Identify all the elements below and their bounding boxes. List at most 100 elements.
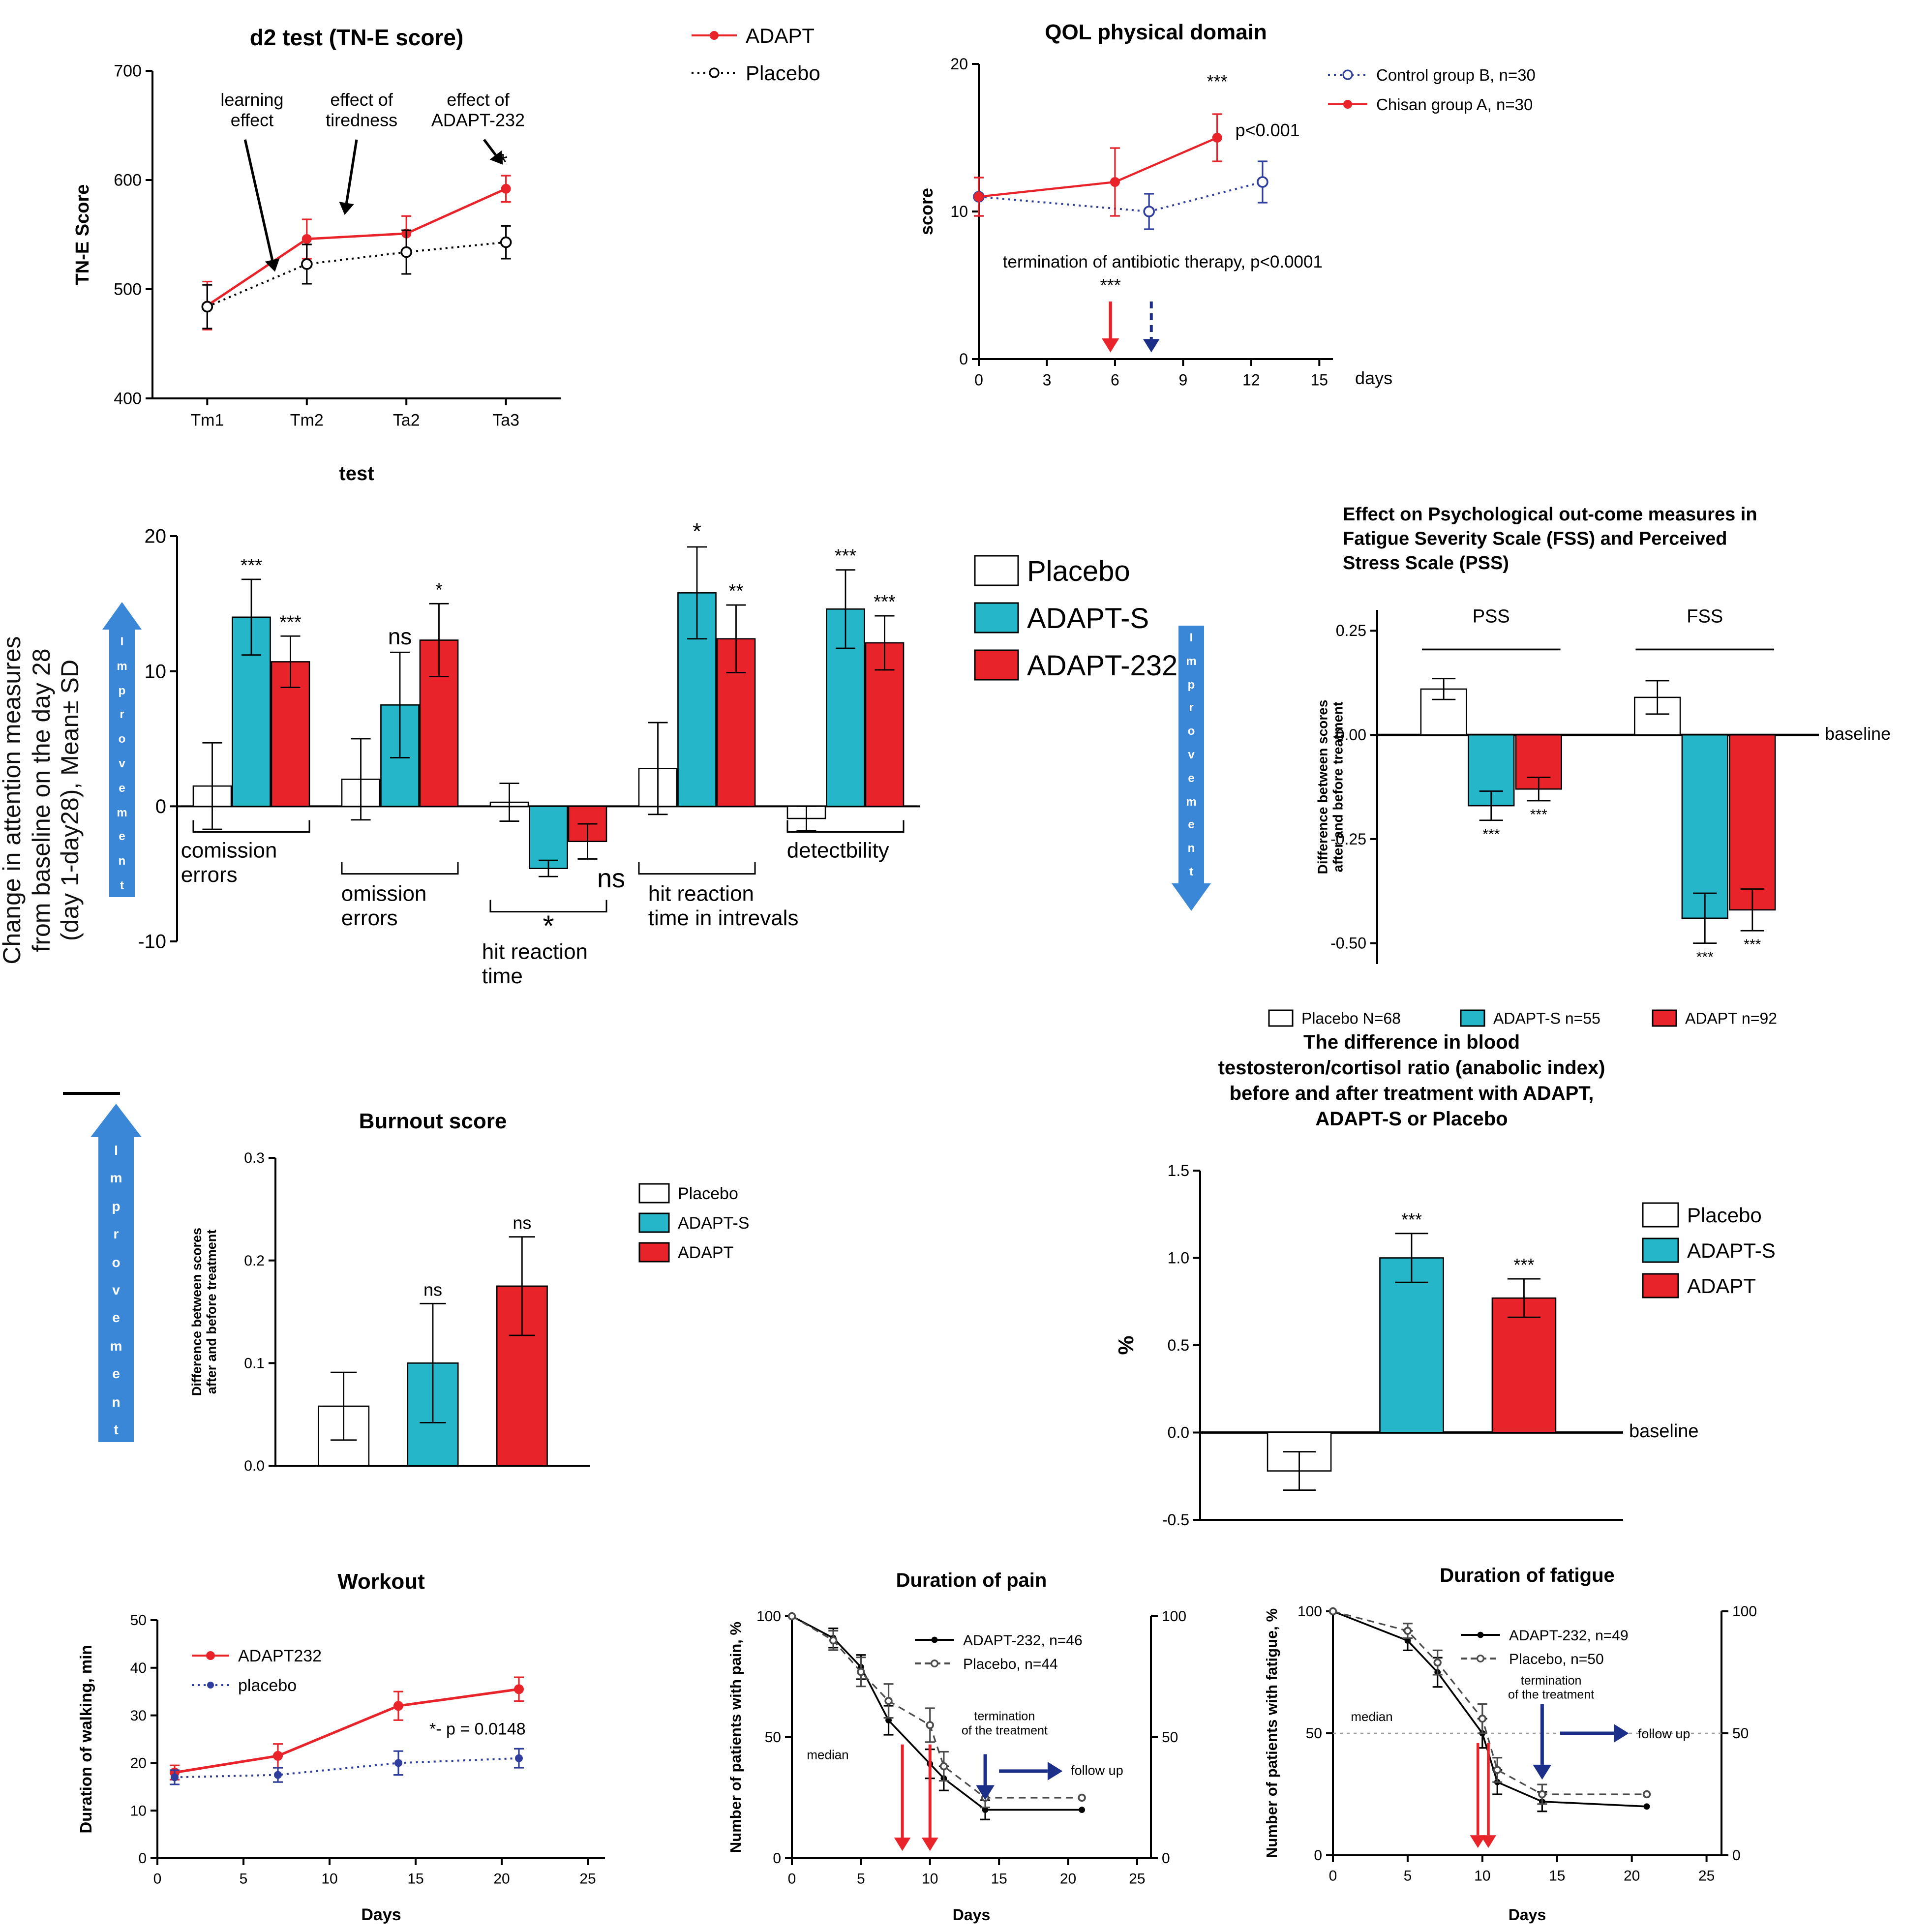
svg-text:12: 12 (1242, 371, 1260, 389)
svg-text:placebo: placebo (238, 1676, 297, 1695)
svg-text:0: 0 (1329, 1868, 1337, 1884)
svg-text:p<0.001: p<0.001 (1236, 120, 1300, 140)
svg-text:-0.25: -0.25 (1330, 830, 1366, 848)
svg-text:***: *** (835, 546, 857, 567)
attention-y-axis-label-line: from baseline on the day 28 (28, 648, 55, 952)
svg-text:Placebo, n=50: Placebo, n=50 (1509, 1651, 1604, 1667)
svg-text:Tm1: Tm1 (190, 411, 224, 430)
chart-qol-physical-domain: QOL physical domain 0 10 20 0 3 6 9 12 15 *** p<0.0… (905, 10, 1594, 453)
svg-text:*: * (543, 909, 554, 942)
svg-text:25: 25 (1698, 1868, 1715, 1884)
svg-text:FSS: FSS (1687, 606, 1723, 627)
svg-text:baseline: baseline (1629, 1421, 1699, 1442)
svg-text:*- p = 0.0148: *- p = 0.0148 (429, 1720, 526, 1738)
svg-text:***: *** (1100, 275, 1121, 295)
attention-y-axis-label: Change in attention measures from baselin… (0, 505, 92, 1095)
svg-text:0: 0 (773, 1850, 781, 1867)
svg-text:100: 100 (1732, 1603, 1757, 1620)
svg-text:ns: ns (513, 1213, 531, 1233)
svg-text:5: 5 (857, 1871, 865, 1887)
svg-text:0: 0 (1162, 1850, 1170, 1867)
svg-text:median: median (807, 1747, 848, 1762)
svg-text:ADAPT-S: ADAPT-S (1687, 1239, 1776, 1262)
svg-text:50: 50 (1306, 1725, 1322, 1742)
svg-text:0.0: 0.0 (1168, 1423, 1189, 1441)
svg-text:***: *** (241, 555, 263, 576)
svg-text:25: 25 (1129, 1871, 1145, 1887)
svg-text:1.0: 1.0 (1168, 1249, 1189, 1267)
svg-text:0.00: 0.00 (1336, 726, 1366, 744)
svg-text:Placebo: Placebo (678, 1184, 738, 1203)
svg-text:days: days (1355, 368, 1392, 388)
svg-text:Difference between scoresafter: Difference between scoresafter and befor… (189, 1228, 219, 1396)
svg-text:10: 10 (145, 661, 167, 682)
svg-text:400: 400 (114, 390, 142, 408)
svg-text:Burnout score: Burnout score (359, 1109, 507, 1133)
svg-text:Days: Days (953, 1906, 991, 1924)
svg-text:***: *** (1513, 1255, 1534, 1275)
svg-text:Duration of walking, min: Duration of walking, min (77, 1645, 95, 1833)
svg-text:20: 20 (145, 526, 167, 547)
svg-text:score: score (916, 188, 936, 235)
svg-text:median: median (1351, 1709, 1392, 1724)
svg-text:10: 10 (922, 1871, 938, 1887)
svg-text:5: 5 (1404, 1868, 1412, 1884)
svg-text:Days: Days (1509, 1906, 1546, 1924)
svg-text:10: 10 (1474, 1868, 1490, 1884)
svg-text:Number of patients with pain,: Number of patients with pain, % (727, 1622, 744, 1853)
svg-text:termination of antibiotic ther: termination of antibiotic therapy, p<0.0… (1003, 252, 1323, 272)
svg-text:15: 15 (991, 1871, 1007, 1887)
svg-text:0.25: 0.25 (1336, 622, 1366, 639)
svg-text:ADAPT n=92: ADAPT n=92 (1685, 1010, 1777, 1027)
svg-text:***: *** (1207, 71, 1228, 91)
svg-text:baseline: baseline (1825, 724, 1891, 744)
svg-text:20: 20 (950, 55, 968, 73)
svg-text:0.2: 0.2 (244, 1253, 265, 1269)
svg-text:***: *** (1530, 807, 1547, 823)
chart-attention-measures: -10 0 10 20 *** *** comission errors ns * omission… (93, 497, 949, 1099)
svg-text:20: 20 (1624, 1868, 1640, 1884)
arrow-head-up-icon (91, 1104, 142, 1137)
svg-text:PSS: PSS (1473, 606, 1510, 627)
svg-text:0: 0 (138, 1850, 147, 1867)
svg-text:600: 600 (114, 171, 142, 190)
axis-fragment-line (63, 1092, 120, 1095)
svg-text:***: *** (1696, 949, 1714, 966)
chart-duration-of-pain: Duration of pain 0 50 100 0 5 10 15 20 25 0 50 100 me… (713, 1559, 1205, 1932)
svg-text:0.3: 0.3 (244, 1150, 265, 1166)
svg-text:Duration of fatigue: Duration of fatigue (1440, 1565, 1615, 1586)
svg-text:ADAPT-232, n=46: ADAPT-232, n=46 (963, 1632, 1083, 1649)
svg-text:Control group B, n=30: Control group B, n=30 (1376, 66, 1536, 84)
arrow-head-up-icon (102, 602, 142, 630)
svg-text:50: 50 (1162, 1729, 1178, 1746)
svg-text:50: 50 (130, 1612, 147, 1629)
svg-text:Chisan group A, n=30: Chisan group A, n=30 (1376, 95, 1533, 114)
svg-text:0: 0 (1732, 1847, 1741, 1864)
svg-text:***: *** (279, 612, 302, 633)
svg-text:*: * (693, 518, 701, 544)
svg-text:Placebo: Placebo (746, 61, 820, 85)
svg-text:test: test (339, 463, 374, 484)
svg-text:20: 20 (493, 1871, 510, 1887)
chart-anabolic-index: The difference in blood testosteron/corti… (1072, 1023, 1859, 1574)
svg-text:25: 25 (579, 1871, 596, 1887)
svg-text:100: 100 (756, 1608, 781, 1625)
svg-text:ns: ns (388, 624, 412, 649)
svg-text:50: 50 (765, 1729, 781, 1746)
svg-text:10: 10 (950, 203, 968, 220)
svg-text:Number of patients with fatigu: Number of patients with fatigue, % (1263, 1608, 1280, 1858)
svg-text:1.5: 1.5 (1168, 1162, 1189, 1179)
svg-text:30: 30 (130, 1708, 147, 1724)
svg-text:d2 test (TN-E score): d2 test (TN-E score) (250, 25, 464, 50)
legend-d2-test: ADAPT Placebo (684, 12, 920, 105)
